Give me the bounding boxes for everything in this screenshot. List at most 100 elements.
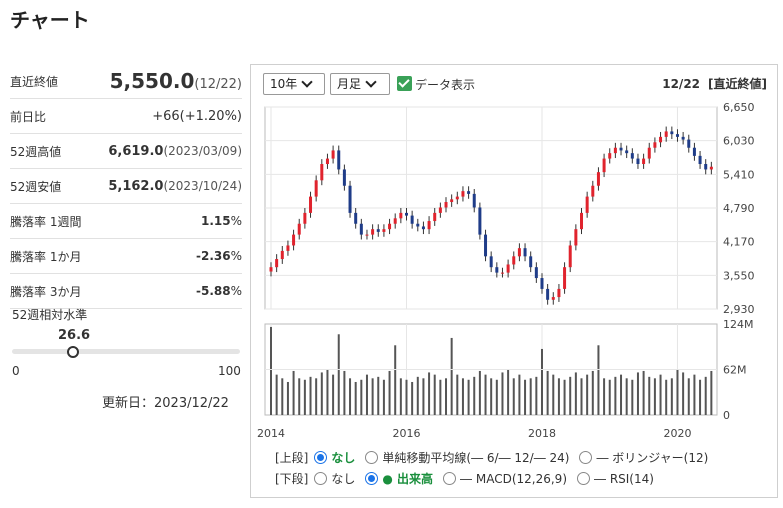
candle-body (580, 212, 584, 230)
volume-bar (332, 374, 335, 415)
volume-bar (535, 376, 538, 415)
level-max: 100 (218, 364, 241, 378)
volume-bar (518, 374, 521, 415)
candle-body (303, 212, 307, 224)
stat-ret1w: 騰落率 1週間 1.15% (10, 204, 242, 239)
lower-option-volume[interactable]: ● 出来高 (365, 470, 433, 487)
candle-body (687, 139, 691, 148)
volume-bar (275, 374, 278, 415)
volume-bar (710, 370, 713, 415)
price-tick-label: 6,030 (723, 135, 755, 148)
volume-bar (456, 374, 459, 415)
volume-bar (326, 369, 329, 415)
volume-bar (642, 370, 645, 415)
candle-body (517, 248, 521, 257)
interval-select[interactable]: 月足 (330, 73, 390, 95)
candle-body (331, 150, 335, 159)
lower-option-none[interactable]: なし (314, 470, 355, 487)
candle-body (427, 221, 431, 230)
price-tick-label: 2,930 (723, 303, 755, 316)
candle-body (444, 202, 448, 208)
candle-body (670, 131, 674, 135)
candle-body (675, 134, 679, 137)
candle-body (692, 147, 696, 156)
candle-body (399, 212, 403, 219)
volume-bar (394, 345, 397, 415)
candle-body (608, 153, 612, 159)
updated-date: 更新日：2023/12/22 (102, 396, 229, 411)
candle-body (320, 164, 324, 181)
stock-chart: 2,930 3,550 4,170 4,790 5,410 6,030 6,650 2014 2… (257, 101, 755, 440)
volume-bar (653, 378, 656, 415)
stat-high52: 52週高値 6,619.0(2023/03/09) (10, 134, 242, 169)
candle-body (286, 245, 290, 251)
candle-body (659, 136, 663, 143)
ret3m-value: -5.88% (196, 284, 242, 298)
volume-bar (687, 378, 690, 415)
volume-bar (704, 376, 707, 415)
candle-body (512, 256, 516, 265)
volume-bar (286, 381, 289, 415)
period-select[interactable]: 10年 (263, 73, 325, 95)
lower-option-macd[interactable]: ― MACD(12,26,9) (443, 472, 567, 486)
candle-body (484, 234, 488, 257)
x-tick-label: 2014 (257, 427, 285, 440)
volume-bar (670, 378, 673, 415)
volume-bar (484, 374, 487, 415)
page-title: チャート (10, 8, 90, 32)
volume-bar (461, 378, 464, 415)
candle-body (376, 229, 380, 232)
candle-body (461, 191, 465, 197)
volume-bar (343, 370, 346, 415)
candle-body (625, 150, 629, 154)
upper-option-bollinger[interactable]: ― ボリンジャー(12) (579, 449, 708, 466)
candle-body (630, 153, 634, 159)
stat-close: 直近終値 5,550.0(12/22) (10, 64, 242, 99)
volume-bar (490, 378, 493, 415)
volume-bar (676, 369, 679, 415)
volume-bar (450, 337, 453, 415)
candle-body (704, 164, 708, 170)
volume-bar (524, 379, 527, 415)
data-display-label: データ表示 (415, 78, 476, 92)
volume-bar (377, 376, 380, 415)
candle-body (709, 166, 713, 170)
upper-option-none[interactable]: なし (314, 449, 355, 466)
lower-option-rsi[interactable]: ― RSI(14) (577, 472, 654, 486)
candle-body (410, 215, 414, 224)
candle-body (314, 180, 318, 197)
volume-bar (371, 378, 374, 415)
volume-bar (699, 379, 702, 415)
close-value: 5,550.0(12/22) (109, 69, 242, 93)
upper-option-sma[interactable]: 単純移動平均線(― 6/― 12/― 24) (365, 449, 569, 466)
volume-bar (445, 378, 448, 415)
candle-body (591, 185, 595, 197)
candle-body (540, 278, 544, 289)
volume-bar (557, 378, 560, 415)
candle-body (275, 259, 279, 268)
volume-bar (574, 372, 577, 415)
upper-indicator-row: [上段] なし 単純移動平均線(― 6/― 12/― 24) ― ボリンジャー(… (275, 449, 718, 466)
candle-body (664, 131, 668, 137)
volume-bar (388, 370, 391, 415)
candle-body (534, 267, 538, 279)
candle-body (382, 229, 386, 232)
volume-bar (552, 374, 555, 415)
change-value: +66(+1.20%) (152, 108, 242, 124)
volume-bar (501, 372, 504, 415)
candle-body (636, 158, 640, 165)
volume-bar (614, 376, 617, 415)
stat-label: 騰落率 3か月 (10, 284, 82, 299)
lower-tag: [下段] (275, 472, 309, 486)
candle-body (325, 158, 329, 165)
candle-body (354, 212, 358, 224)
volume-bar (636, 372, 639, 415)
volume-bar (603, 378, 606, 415)
volume-bar (382, 379, 385, 415)
candle-body (642, 158, 646, 165)
volume-bar (659, 374, 662, 415)
candle-body (478, 207, 482, 235)
data-display-checkbox[interactable] (397, 76, 412, 91)
chart-panel: 10年 月足 データ表示 12/22 [直近終値] 2,930 3,550 4,170… (250, 64, 778, 498)
stat-label: 52週安値 (10, 179, 62, 194)
